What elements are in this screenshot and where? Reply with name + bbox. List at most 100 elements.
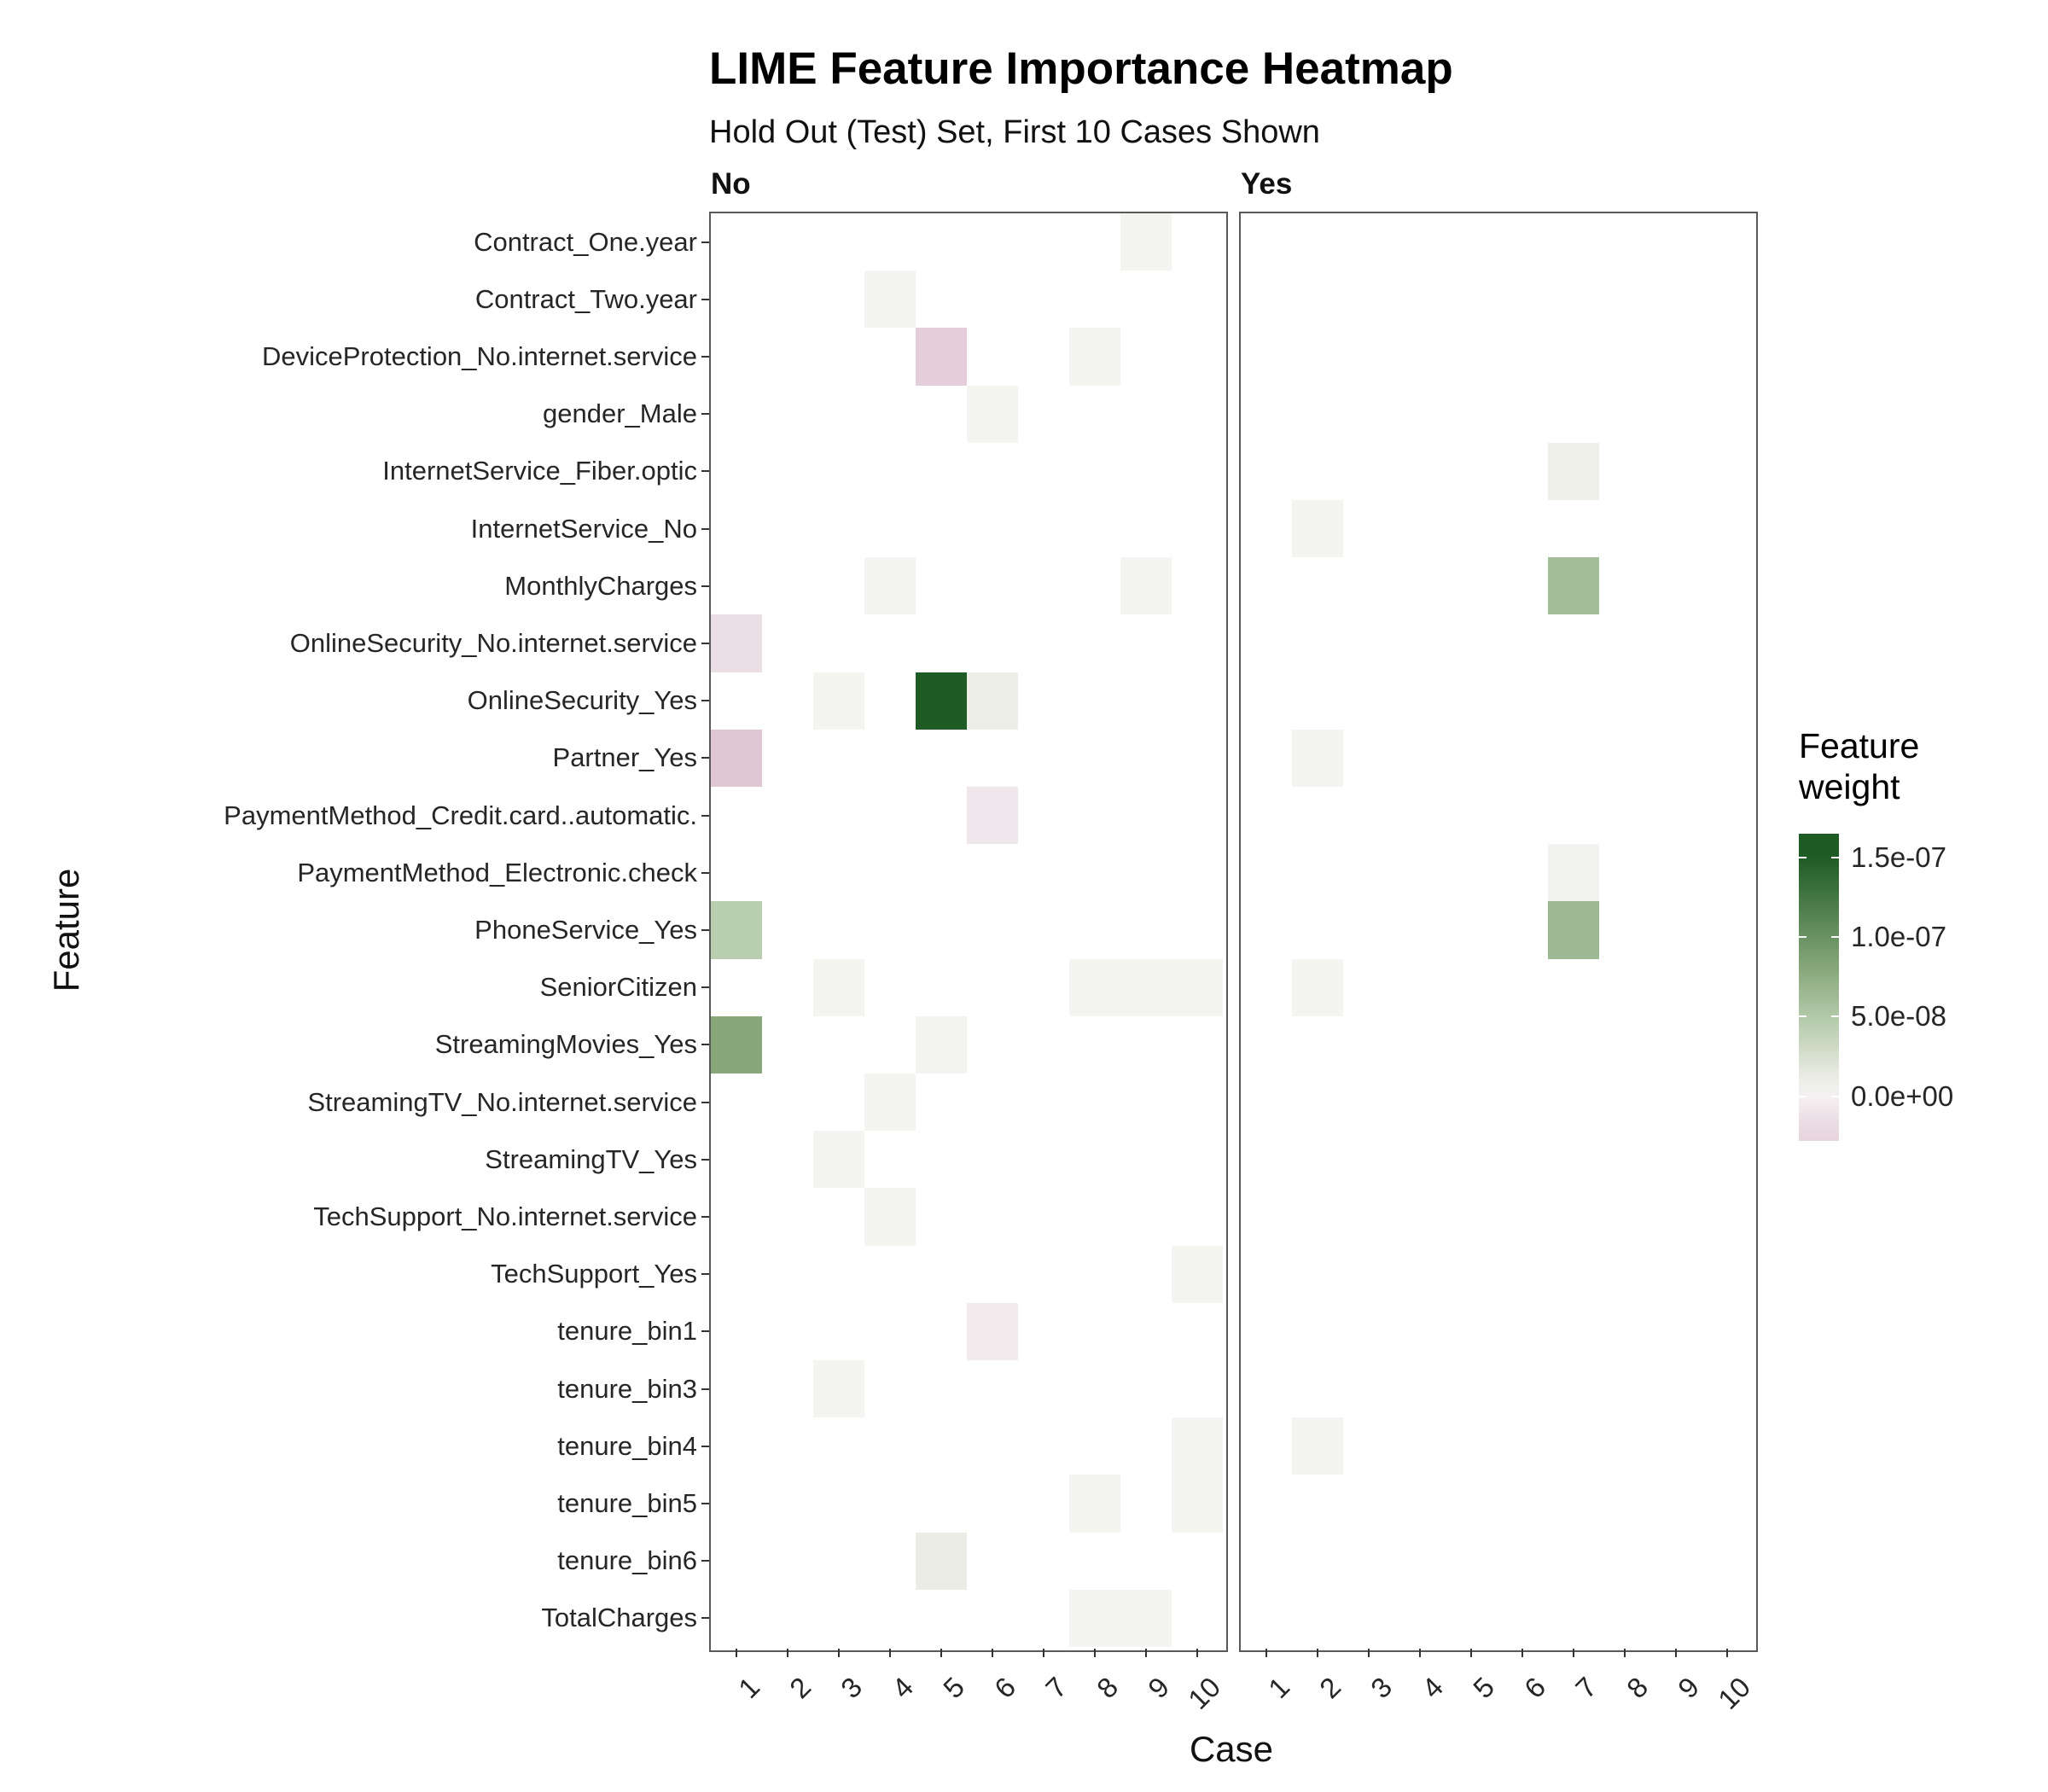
facet-label-yes: Yes [1241,167,1293,201]
heatmap-cell [813,958,864,1016]
heatmap-cell [864,1073,916,1132]
legend-tick-mark [1831,856,1839,858]
heatmap-cell [1172,1475,1223,1533]
legend-tick-label: 5.0e-08 [1851,1000,1946,1033]
y-tick-label: OnlineSecurity_Yes [467,685,697,716]
y-tick-label: InternetService_No [470,513,697,544]
x-axis-labels-no: 1 2 3 4 5 6 7 8 9 10 [711,1664,1226,1775]
x-tick-label: 9 [1672,1671,1706,1705]
x-tick-label: 10 [1712,1671,1757,1716]
y-axis-title: Feature [46,868,86,992]
y-tick-label: PhoneService_Yes [474,914,697,945]
x-tick-mark [1726,1649,1728,1657]
x-tick-mark [838,1649,840,1657]
heatmap-cell [967,787,1018,845]
y-tick-label: Contract_One.year [474,226,697,257]
y-tick-mark [701,1216,709,1218]
heatmap-cell [1548,557,1599,615]
y-tick-label: StreamingMovies_Yes [434,1029,697,1060]
y-tick-mark [701,1388,709,1390]
facet-label-no: No [711,167,751,201]
chart-title: LIME Feature Importance Heatmap [709,44,1453,94]
heatmap-cell [1069,1589,1120,1647]
x-tick-label: 8 [1620,1671,1655,1705]
heatmap-cell [813,1360,864,1418]
x-axis-labels-yes: 1 2 3 4 5 6 7 8 9 10 [1241,1664,1757,1775]
y-tick-mark [701,1445,709,1447]
legend-tick-mark [1831,1095,1839,1097]
heatmap-cell [916,1015,967,1073]
y-tick-mark [701,1044,709,1046]
legend-tick-label: 1.0e-07 [1851,920,1946,952]
legend-tick-mark [1799,935,1807,938]
y-tick-label: PaymentMethod_Credit.card..automatic. [224,800,697,830]
x-tick-label: 8 [1091,1671,1125,1705]
x-tick-label: 7 [1569,1671,1603,1705]
heatmap-cell [864,1188,916,1246]
x-tick-label: 1 [732,1671,766,1705]
y-tick-mark [701,241,709,243]
y-tick-label: PaymentMethod_Electronic.check [297,857,697,887]
legend-colorbar [1799,833,1839,1141]
y-tick-mark [701,527,709,530]
y-tick-label: Contract_Two.year [474,283,697,314]
heatmap-cell [967,672,1018,730]
y-tick-mark [701,1560,709,1562]
legend-tick-mark [1799,1015,1807,1018]
legend-body: 1.5e-07 1.0e-07 5.0e-08 0.0e+00 [1799,833,2048,1175]
x-tick-mark [1573,1649,1574,1657]
heatmap-cell [1120,557,1172,615]
y-tick-label: tenure_bin1 [557,1316,697,1347]
x-tick-label: 9 [1142,1671,1176,1705]
heatmap-cell [1172,1417,1223,1475]
legend-tick-mark [1799,856,1807,858]
x-tick-mark [889,1649,891,1657]
heatmap-cell [967,385,1018,443]
heatmap-cell [1548,442,1599,500]
x-tick-label: 3 [1364,1671,1399,1705]
x-tick-label: 6 [988,1671,1022,1705]
legend: Feature weight 1.5e-07 1.0e-07 5.0e-08 0.0e… [1799,725,2048,1175]
y-tick-mark [701,1617,709,1620]
heatmap-cell [1292,500,1343,558]
y-tick-mark [701,1273,709,1276]
x-tick-label: 7 [1039,1671,1073,1705]
x-tick-label: 5 [1467,1671,1501,1705]
x-tick-mark [1470,1649,1472,1657]
heatmap-cell [711,901,762,959]
y-tick-label: TechSupport_Yes [491,1259,697,1289]
y-tick-label: TotalCharges [541,1603,697,1633]
legend-tick-mark [1831,1015,1839,1018]
heatmap-cell [1069,1475,1120,1533]
x-tick-label: 3 [835,1671,869,1705]
x-tick-mark [1521,1649,1523,1657]
y-tick-mark [701,356,709,358]
y-tick-label: SeniorCitizen [539,972,697,1003]
y-tick-label: tenure_bin5 [557,1487,697,1518]
y-tick-label: OnlineSecurity_No.internet.service [289,627,697,658]
y-tick-mark [701,643,709,644]
y-tick-mark [701,1158,709,1161]
x-tick-label: 6 [1518,1671,1552,1705]
heatmap-cell [711,1015,762,1073]
legend-tick-label: 0.0e+00 [1851,1079,1954,1112]
heatmap-cell [1292,729,1343,787]
legend-tick-label: 1.5e-07 [1851,841,1946,873]
heatmap-cell [1120,1589,1172,1647]
heatmap-cell [1548,901,1599,959]
x-tick-mark [1196,1649,1198,1657]
x-tick-mark [1265,1649,1267,1657]
x-tick-mark [1145,1649,1147,1657]
x-axis-title: Case [1189,1729,1274,1769]
x-axis-ticks-no [711,1649,1223,1657]
y-tick-label: tenure_bin4 [557,1430,697,1461]
y-tick-mark [701,298,709,300]
heatmap-cell [864,271,916,329]
y-tick-label: gender_Male [543,399,697,429]
chart-subtitle: Hold Out (Test) Set, First 10 Cases Show… [709,114,1320,150]
y-tick-mark [701,757,709,759]
y-tick-mark [701,871,709,874]
heatmap-cell [1120,213,1172,271]
x-tick-label: 5 [937,1671,971,1705]
x-tick-label: 4 [886,1671,920,1705]
